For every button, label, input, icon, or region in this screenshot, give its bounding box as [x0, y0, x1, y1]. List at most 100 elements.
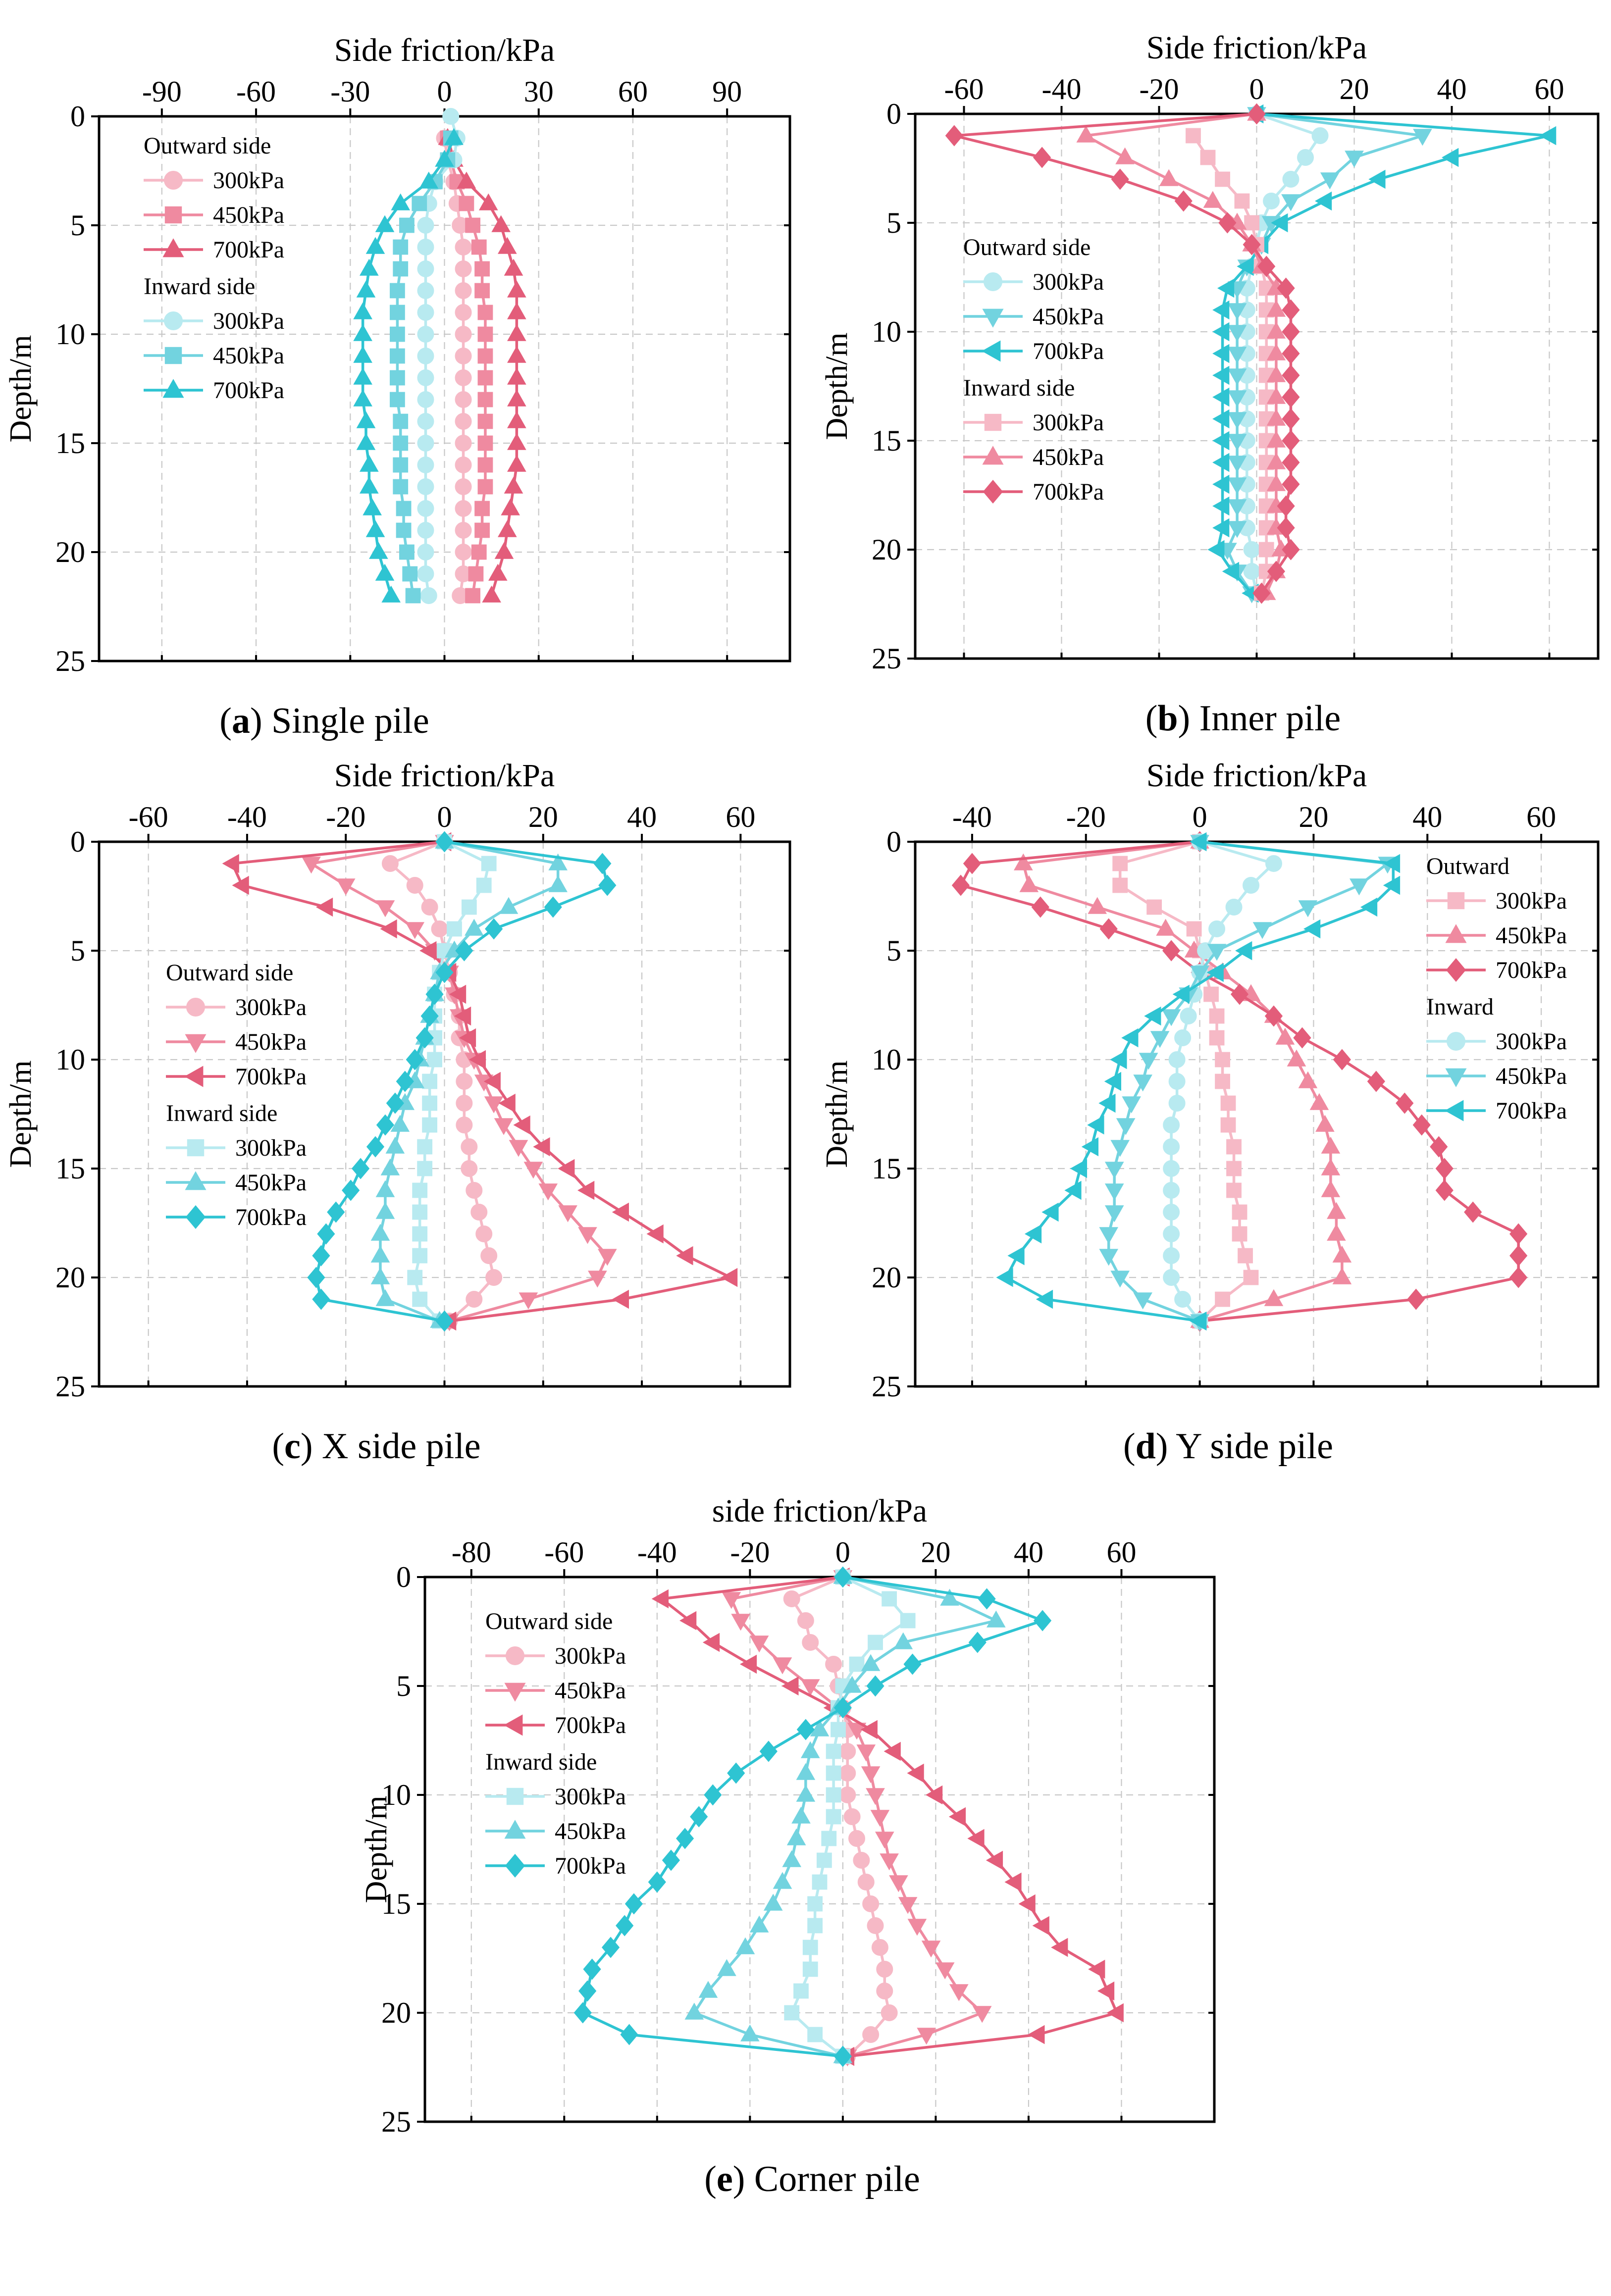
- data-point: [353, 324, 372, 341]
- y-tick-label: 20: [55, 1261, 85, 1294]
- data-point: [1297, 149, 1314, 166]
- data-point: [477, 348, 493, 364]
- x-tick-label: 40: [627, 801, 657, 833]
- data-point: [871, 1939, 888, 1956]
- data-point: [375, 1180, 395, 1197]
- y-tick-label: 0: [70, 825, 85, 858]
- series-e-5: [573, 1566, 1052, 2067]
- data-point: [375, 563, 395, 581]
- data-point: [793, 1983, 809, 1999]
- x-tick-label: -40: [227, 801, 267, 833]
- data-point: [1227, 434, 1247, 451]
- legend-marker: [164, 347, 182, 364]
- data-point: [578, 1227, 597, 1244]
- data-point: [474, 283, 490, 299]
- data-point: [1161, 1009, 1181, 1026]
- data-point: [461, 899, 477, 915]
- data-point: [315, 897, 333, 917]
- series-line: [443, 138, 465, 596]
- x-tick-label: -80: [452, 1536, 491, 1569]
- data-point: [456, 1095, 473, 1112]
- legend-e: Outward side 300kPa 450kPa 700kPa Inward sid…: [485, 1608, 626, 1879]
- data-point: [1238, 1248, 1253, 1264]
- data-point: [1036, 1289, 1053, 1309]
- y-tick-label: 10: [872, 315, 901, 348]
- y-tick-label: 5: [396, 1670, 411, 1702]
- data-point: [1031, 896, 1049, 918]
- data-point: [1230, 983, 1249, 1005]
- data-point: [417, 282, 434, 299]
- y-tick-label: 25: [872, 642, 901, 675]
- y-tick-label: 10: [381, 1779, 411, 1811]
- legend-marker: [504, 1683, 526, 1702]
- data-point: [396, 501, 412, 516]
- legend-label: 700kPa: [213, 237, 284, 263]
- data-point: [800, 1741, 820, 1758]
- data-point: [412, 196, 427, 211]
- data-point: [417, 260, 434, 277]
- data-point: [1227, 521, 1247, 538]
- data-point: [417, 304, 434, 321]
- data-point: [1007, 1246, 1025, 1266]
- data-point: [860, 1720, 878, 1739]
- data-point: [796, 1719, 815, 1740]
- data-point: [420, 587, 437, 604]
- data-point: [1407, 1288, 1425, 1310]
- data-point: [360, 455, 379, 472]
- data-point: [963, 853, 982, 874]
- data-point: [735, 1937, 755, 1954]
- legend-marker: [506, 1787, 524, 1805]
- caption-letter: e: [717, 2159, 733, 2199]
- data-point: [862, 2026, 880, 2043]
- data-point: [417, 391, 434, 408]
- chart-c: -60 -40 -20 0 20 40 60 0 5 10 15 20 25 Side friction/…: [4, 758, 791, 1467]
- legend-heading: Inward side: [166, 1100, 277, 1126]
- data-point: [465, 217, 480, 233]
- data-point: [468, 1050, 486, 1070]
- data-point: [1227, 390, 1247, 408]
- series-e-2: [651, 1567, 1124, 2066]
- data-point: [1226, 1182, 1242, 1198]
- series-b-4: [1076, 103, 1291, 600]
- x-tick-label: 0: [1249, 73, 1264, 105]
- data-point: [1267, 561, 1286, 582]
- data-point: [833, 2045, 852, 2067]
- data-point: [477, 413, 493, 429]
- data-point: [1212, 365, 1230, 385]
- data-point: [1163, 1225, 1180, 1242]
- data-point: [1243, 563, 1260, 580]
- data-point: [810, 1719, 830, 1736]
- data-point: [853, 1852, 870, 1869]
- data-point: [474, 522, 490, 538]
- data-point: [474, 261, 490, 277]
- data-point: [1212, 322, 1230, 342]
- data-point: [951, 874, 970, 896]
- data-point: [468, 566, 484, 582]
- plot-frame: [914, 840, 1600, 1388]
- data-point: [455, 239, 472, 255]
- data-point: [1112, 856, 1128, 871]
- data-point: [1163, 1269, 1180, 1286]
- legend-label: 300kPa: [1496, 888, 1567, 914]
- data-point: [598, 1249, 617, 1266]
- y-tick-label: 5: [886, 206, 901, 239]
- data-point: [455, 282, 472, 299]
- data-point: [1315, 1115, 1335, 1132]
- legend-marker: [1447, 892, 1465, 910]
- data-point: [466, 1291, 483, 1308]
- data-point: [1293, 1027, 1311, 1049]
- data-point: [773, 1657, 792, 1675]
- data-point: [1235, 941, 1252, 961]
- data-point: [381, 585, 401, 603]
- data-point: [399, 217, 415, 233]
- data-point: [1264, 1005, 1283, 1027]
- data-point: [1220, 1117, 1236, 1133]
- legend-marker: [982, 340, 1001, 362]
- x-tick-label: -20: [326, 801, 365, 833]
- data-point: [1121, 1028, 1139, 1048]
- caption-text: ) Y side pile: [1156, 1426, 1333, 1467]
- data-point: [1252, 922, 1272, 939]
- data-point: [883, 1741, 901, 1761]
- data-point: [917, 2028, 936, 2045]
